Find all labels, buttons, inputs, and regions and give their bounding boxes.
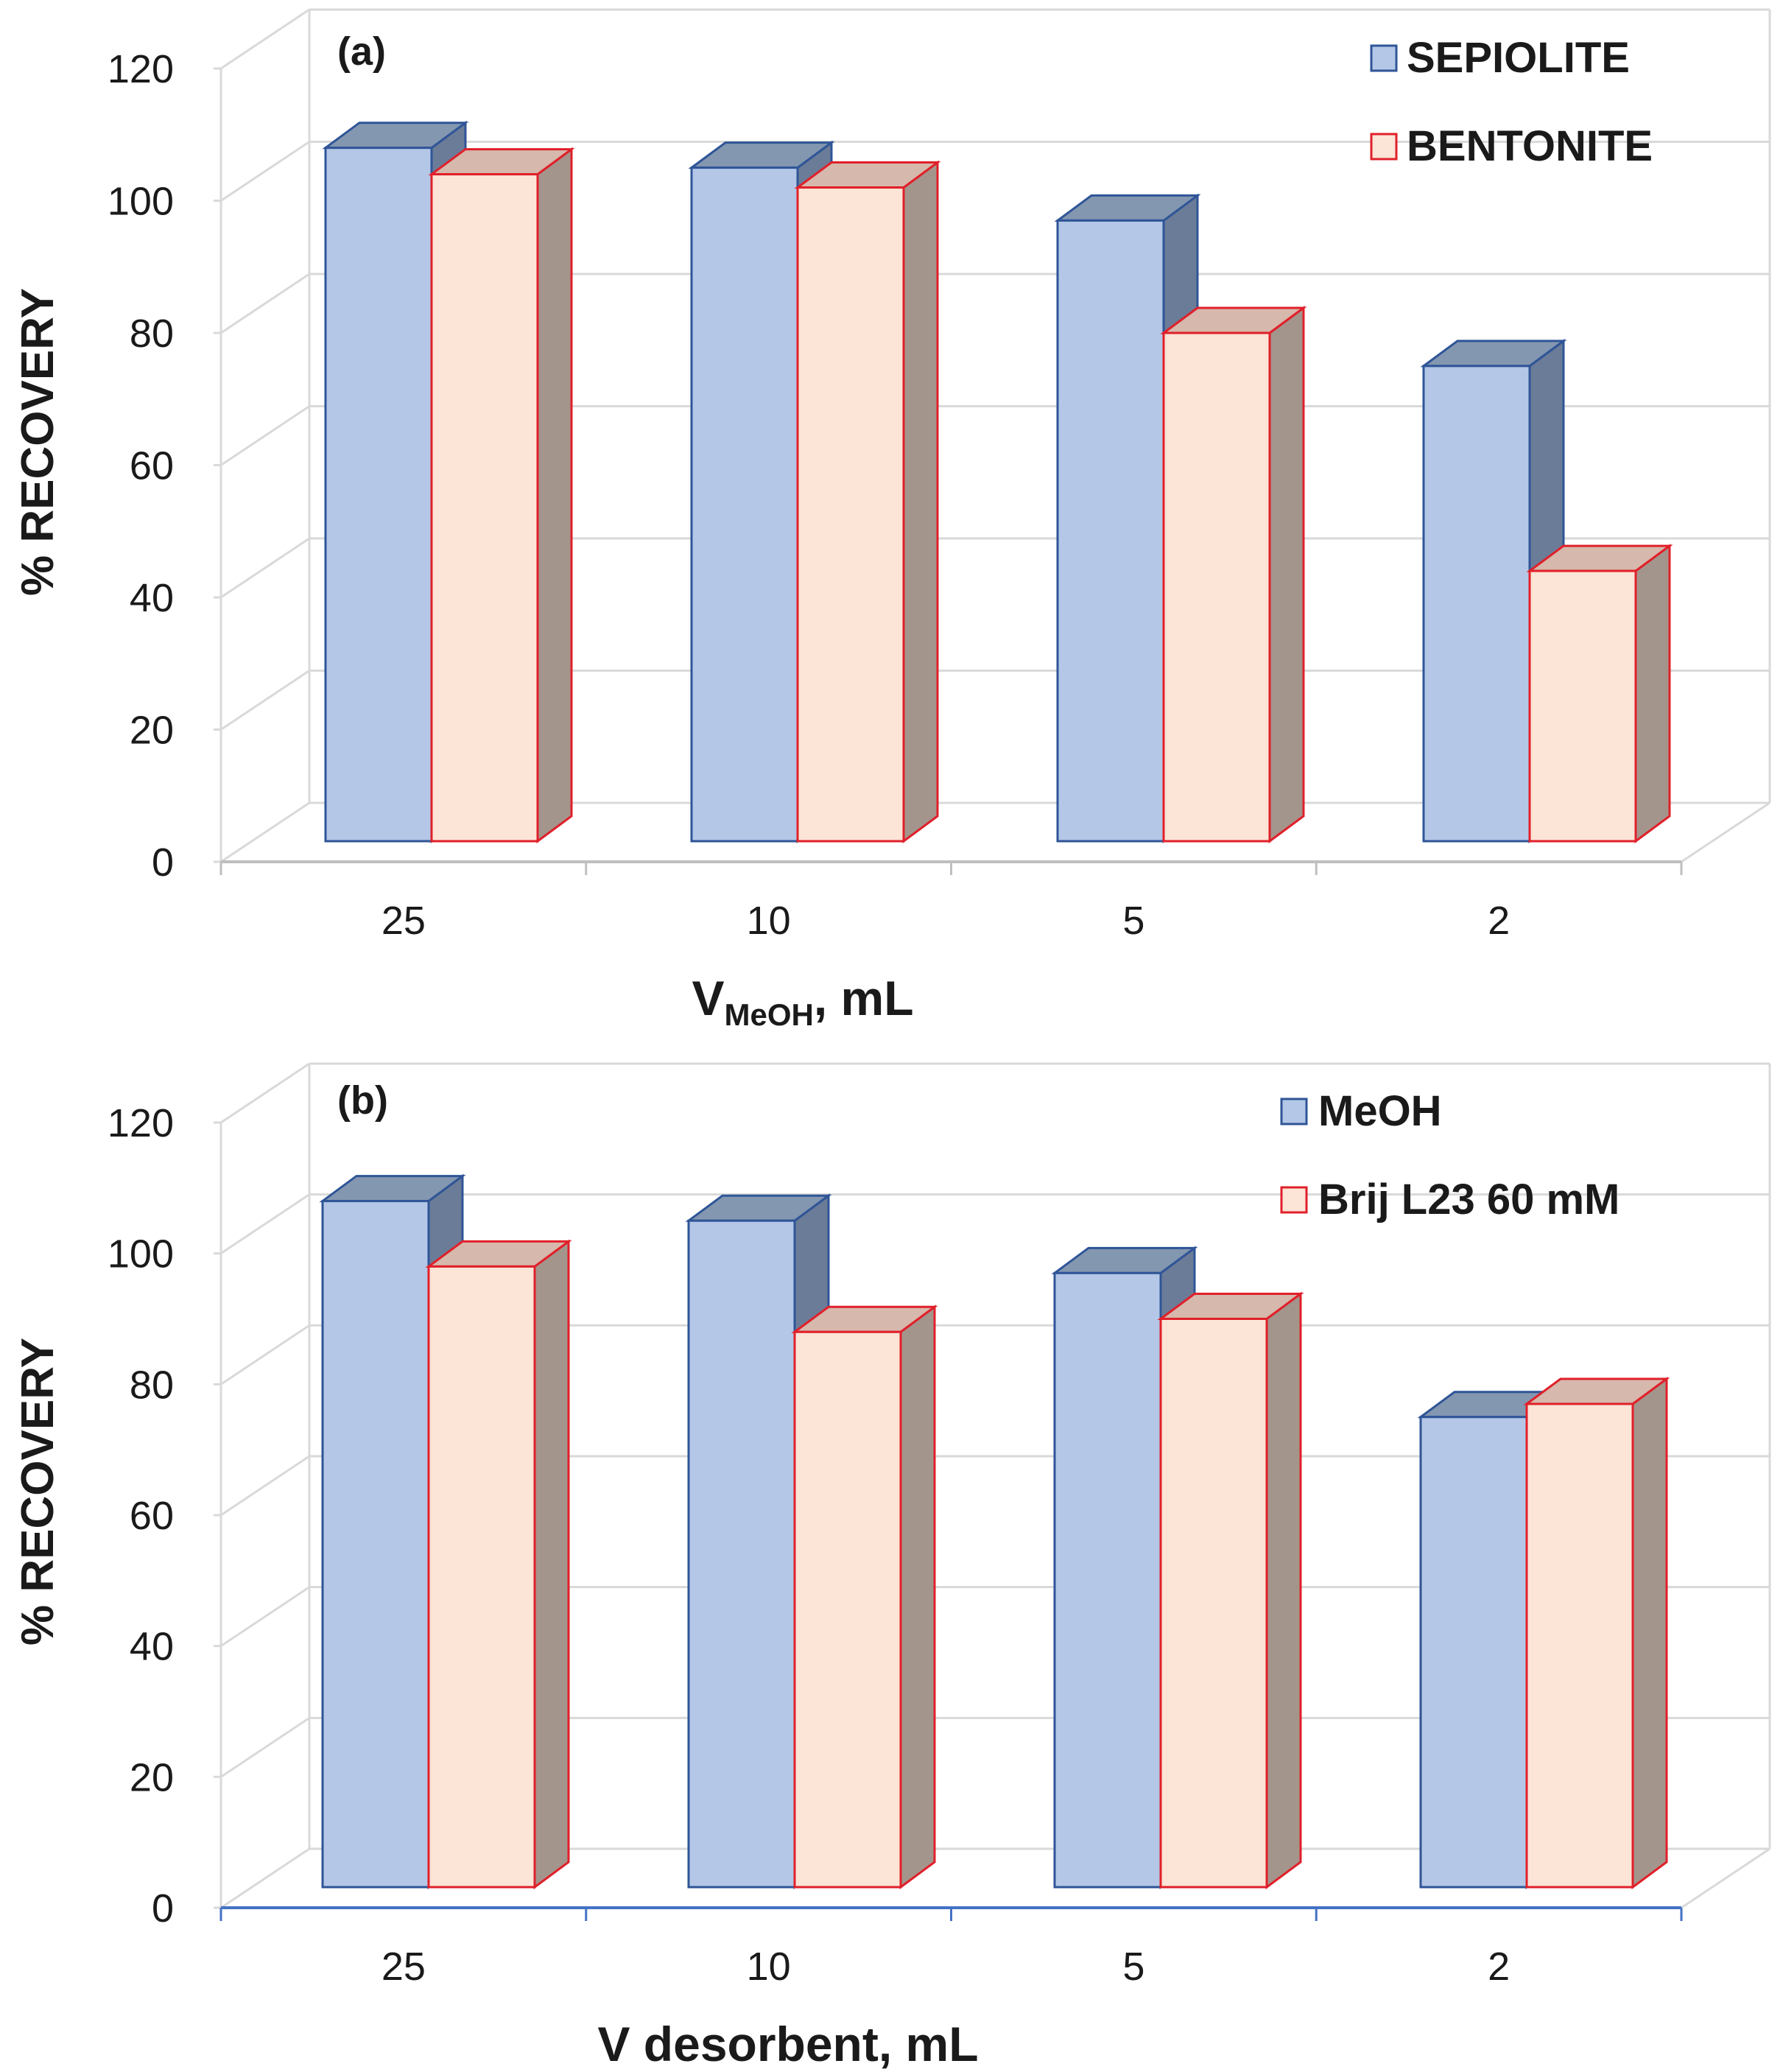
y-tick-label: 60: [130, 444, 174, 488]
bar-side: [533, 1239, 570, 1889]
x-tick-label: 25: [381, 1945, 426, 1989]
y-tick-label: 120: [108, 1101, 174, 1145]
gridline-side: [220, 1455, 310, 1517]
bar-front: [321, 1200, 430, 1889]
panel-label: (a): [337, 29, 386, 74]
bar-bentonite-5: [1160, 306, 1307, 843]
bar-brij-l23-60-mm-25: [425, 1239, 572, 1889]
legend-label-series1: SEPIOLITE: [1407, 34, 1630, 82]
legend-label-series2: Brij L23 60 mM: [1318, 1176, 1620, 1223]
floor-right-edge: [1681, 801, 1770, 863]
panel-label: (b): [337, 1078, 388, 1123]
y-tick-label: 100: [108, 1232, 174, 1276]
y-tick-label: 80: [130, 1363, 174, 1407]
bar-front: [1528, 569, 1637, 843]
bar-front: [324, 147, 433, 843]
legend-label-series2: BENTONITE: [1407, 122, 1653, 170]
y-tick-label: 0: [152, 1886, 174, 1931]
floor-right-edge: [1681, 1847, 1770, 1909]
legend: MeOH Brij L23 60 mM: [1280, 1087, 1620, 1223]
gridline-side: [220, 273, 310, 334]
gridline-side: [220, 1193, 310, 1254]
y-axis-title: % RECOVERY: [13, 1338, 63, 1646]
y-tick-label: 80: [130, 312, 174, 356]
bar-front: [1419, 1416, 1528, 1889]
gridline-side: [220, 1717, 310, 1778]
bar-side: [1268, 306, 1305, 843]
bar-front: [1162, 331, 1271, 843]
gridline-side: [220, 405, 310, 466]
legend-swatch-series2: [1280, 1186, 1308, 1214]
bar-front: [1056, 219, 1165, 843]
bar-side: [902, 160, 939, 843]
y-tick-label: 60: [130, 1494, 174, 1538]
y-tick-label: 20: [130, 1755, 174, 1799]
bar-front: [687, 1219, 796, 1889]
bar-front: [796, 186, 905, 843]
bar-side: [536, 147, 573, 843]
bar-brij-l23-60-mm-2: [1523, 1377, 1670, 1889]
bar-brij-l23-60-mm-5: [1157, 1291, 1304, 1889]
chart-panel-b: 0 20 40 60 80 100 120 25 10 5 2 (b) % RECOVERY V d…: [13, 1062, 1771, 2071]
bar-side: [1631, 1377, 1668, 1889]
bar-side: [1265, 1291, 1302, 1889]
legend-swatch-series2: [1370, 133, 1398, 161]
bar-front: [793, 1330, 902, 1889]
gridline-side: [220, 1062, 310, 1124]
x-tick-label: 5: [1122, 1945, 1144, 1989]
bar-front: [1159, 1318, 1268, 1889]
bar-side: [899, 1304, 936, 1889]
bar-front: [1525, 1402, 1634, 1889]
x-tick-label: 2: [1488, 899, 1510, 943]
bar-front: [430, 173, 539, 843]
bar-side: [1634, 544, 1671, 843]
chart-panel-a: 0 20 40 60 80 100 120 25 10 5 2 (a) % RECOVERY VMe…: [13, 8, 1771, 1032]
x-tick-label: 25: [381, 899, 426, 943]
legend: SEPIOLITE BENTONITE: [1370, 34, 1653, 170]
y-tick-label: 120: [108, 47, 174, 91]
y-tick-label: 40: [130, 1625, 174, 1669]
x-axis-title: VMeOH, mL: [692, 971, 913, 1032]
bar-front: [1422, 365, 1531, 843]
bar-front: [1053, 1271, 1162, 1889]
y-tick-label: 100: [108, 180, 174, 224]
x-axis-title: V desorbent, mL: [597, 2017, 978, 2071]
gridline-side: [220, 1847, 310, 1909]
gridline-side: [220, 141, 310, 202]
bar-front: [427, 1265, 536, 1889]
gridline-side: [220, 1324, 310, 1386]
y-tick-label: 0: [152, 840, 174, 885]
bar-bentonite-2: [1526, 544, 1673, 843]
gridline-side: [220, 670, 310, 731]
gridline-side: [220, 8, 310, 70]
legend-swatch-series1: [1280, 1098, 1308, 1125]
gridline-side: [220, 801, 310, 863]
bar-bentonite-25: [428, 147, 575, 843]
bar-brij-l23-60-mm-10: [791, 1304, 938, 1889]
y-tick-label: 20: [130, 709, 174, 753]
x-tick-label: 5: [1122, 899, 1144, 943]
x-tick-label: 10: [747, 899, 791, 943]
y-tick-label: 40: [130, 576, 174, 620]
bar-bentonite-10: [794, 160, 941, 843]
bar-front: [690, 166, 799, 843]
x-tick-label: 2: [1488, 1945, 1510, 1989]
gridline-side: [220, 537, 310, 599]
gridline-side: [220, 1586, 310, 1647]
legend-swatch-series1: [1370, 44, 1398, 72]
y-axis-title: % RECOVERY: [13, 288, 63, 596]
x-tick-label: 10: [747, 1945, 791, 1989]
legend-label-series1: MeOH: [1318, 1087, 1442, 1135]
